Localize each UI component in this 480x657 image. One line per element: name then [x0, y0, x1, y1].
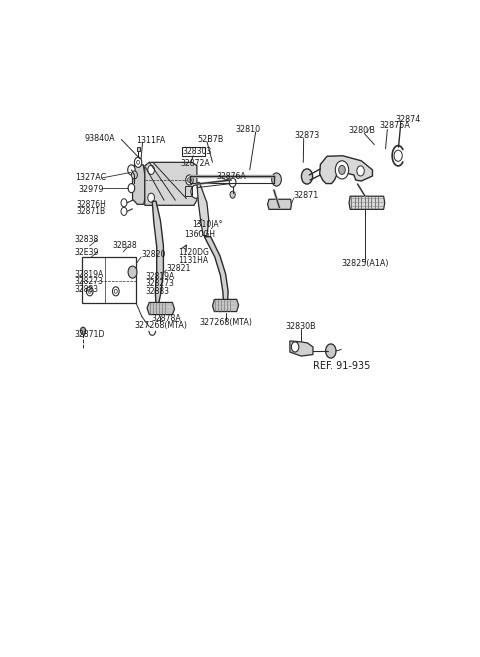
Circle shape [121, 208, 127, 215]
Text: 32883: 32883 [75, 284, 99, 294]
Text: 32876H: 32876H [77, 200, 107, 209]
Polygon shape [349, 196, 385, 210]
Circle shape [230, 191, 235, 198]
Text: 32E39: 32E39 [75, 248, 99, 258]
Circle shape [335, 161, 348, 179]
Text: 32874: 32874 [396, 115, 421, 124]
Polygon shape [197, 183, 209, 236]
Circle shape [148, 166, 155, 175]
Text: REF. 91-935: REF. 91-935 [313, 361, 371, 371]
Bar [182, 147, 205, 156]
Text: 328273: 328273 [145, 279, 174, 288]
Circle shape [325, 344, 336, 358]
Text: 32871: 32871 [294, 191, 319, 200]
Text: 32819A: 32819A [75, 269, 104, 279]
Text: 93840A: 93840A [85, 133, 116, 143]
Text: 32883: 32883 [145, 287, 169, 296]
Text: 32820: 32820 [141, 250, 166, 260]
Text: 32838: 32838 [75, 235, 99, 244]
Text: 1310JA°: 1310JA° [192, 220, 223, 229]
Text: 32810: 32810 [235, 125, 261, 134]
Text: 1327AC: 1327AC [75, 173, 106, 183]
Circle shape [229, 178, 236, 187]
Text: 32871D: 32871D [75, 330, 106, 339]
Bar [137, 147, 140, 150]
Text: 32821: 32821 [167, 263, 191, 273]
Circle shape [121, 198, 127, 207]
Circle shape [186, 175, 193, 185]
Text: 1131HA: 1131HA [178, 256, 208, 265]
Polygon shape [267, 199, 291, 210]
Circle shape [394, 150, 402, 162]
Circle shape [357, 166, 364, 176]
Text: 1360GH: 1360GH [185, 230, 216, 239]
Polygon shape [152, 201, 163, 304]
Text: 327268(MTA): 327268(MTA) [134, 321, 187, 330]
Text: 32873: 32873 [294, 131, 320, 140]
Polygon shape [320, 156, 372, 183]
Polygon shape [204, 237, 228, 306]
Text: 32875A: 32875A [379, 122, 410, 130]
Text: 328303: 328303 [183, 147, 212, 156]
Text: 32878A: 32878A [151, 313, 181, 323]
Text: 32872A: 32872A [180, 159, 210, 168]
Text: 32871B: 32871B [77, 207, 106, 216]
Text: 32825(A1A): 32825(A1A) [341, 260, 389, 269]
Polygon shape [213, 300, 239, 311]
Circle shape [272, 173, 281, 186]
Text: 52B7B: 52B7B [197, 135, 223, 143]
Bar [83, 257, 136, 304]
Text: 327268(MTA): 327268(MTA) [199, 318, 252, 327]
Circle shape [128, 165, 135, 175]
Circle shape [128, 183, 135, 193]
Circle shape [301, 169, 312, 184]
Circle shape [188, 177, 192, 183]
Circle shape [291, 342, 299, 352]
Circle shape [338, 166, 345, 175]
Text: 1311FA: 1311FA [136, 135, 166, 145]
Text: 32876A: 32876A [216, 172, 246, 181]
Circle shape [132, 171, 137, 179]
Text: 328273: 328273 [75, 277, 104, 286]
Polygon shape [290, 341, 313, 356]
Polygon shape [132, 165, 145, 204]
Text: 32979: 32979 [79, 185, 104, 194]
Text: 3280⁄B: 3280⁄B [348, 126, 375, 135]
Circle shape [148, 193, 155, 202]
Text: 32830B: 32830B [286, 322, 316, 331]
Bar [185, 186, 192, 196]
Text: 32819A: 32819A [145, 271, 175, 281]
Circle shape [81, 327, 85, 334]
Circle shape [191, 185, 201, 198]
Circle shape [134, 157, 142, 168]
Circle shape [128, 266, 137, 278]
Circle shape [112, 286, 119, 296]
Polygon shape [147, 302, 175, 315]
Circle shape [86, 286, 93, 296]
Polygon shape [145, 162, 197, 205]
Text: 32B38: 32B38 [112, 241, 137, 250]
Text: 1120DG: 1120DG [178, 248, 209, 258]
